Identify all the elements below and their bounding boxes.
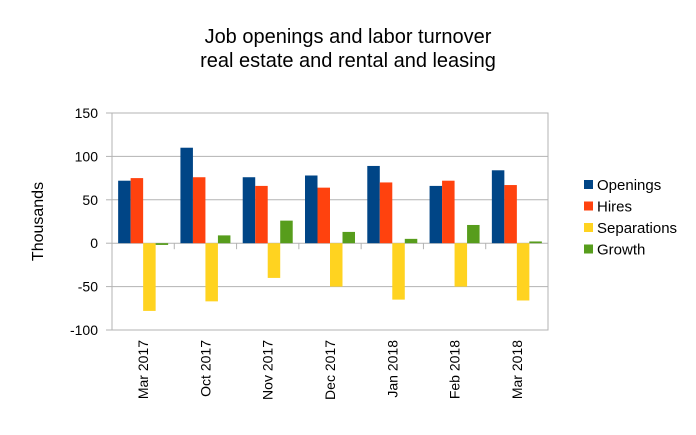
chart-title-line-2: real estate and rental and leasing	[200, 50, 496, 72]
bar-openings-0	[118, 180, 131, 244]
bar-hires-2	[255, 185, 268, 244]
plot-area-border	[111, 112, 549, 331]
bar-hires-3	[317, 187, 330, 244]
bar-openings-2	[242, 177, 256, 244]
bar-separations-3	[330, 243, 343, 287]
chart-title-line-1: Job openings and labor turnover	[204, 26, 492, 48]
bar-separations-2	[267, 243, 281, 278]
legend-label-growth: Growth	[597, 242, 645, 259]
x-tick-label: Nov 2017	[260, 340, 276, 400]
bar-growth-6	[529, 241, 542, 244]
bar-openings-6	[491, 170, 505, 244]
x-tick-label: Mar 2017	[135, 340, 151, 399]
legend-swatch-separations	[584, 223, 593, 232]
bar-separations-0	[143, 243, 156, 311]
bar-hires-4	[379, 182, 393, 244]
y-tick-label: 50	[82, 192, 98, 208]
legend-swatch-growth	[584, 244, 593, 254]
y-tick-label: 150	[75, 105, 99, 121]
y-axis-label: Thousands	[30, 182, 47, 261]
bar-growth-5	[467, 224, 480, 244]
bar-openings-5	[429, 185, 443, 244]
legend-swatch-openings	[584, 180, 593, 189]
bar-separations-6	[516, 243, 530, 301]
bar-growth-4	[404, 238, 418, 244]
legend-label-hires: Hires	[597, 199, 632, 216]
bar-growth-0	[155, 243, 169, 245]
bar-openings-4	[367, 165, 380, 244]
bar-hires-5	[442, 180, 455, 244]
y-tick-label: 100	[75, 148, 99, 164]
legend-label-separations: Separations	[597, 220, 677, 237]
y-tick-label: 0	[90, 235, 98, 251]
bar-openings-1	[180, 147, 193, 244]
y-tick-label: -50	[78, 279, 98, 295]
bar-separations-1	[205, 243, 218, 302]
x-tick-label: Dec 2017	[322, 340, 338, 400]
x-tick-label: Oct 2017	[197, 340, 213, 397]
bar-growth-2	[280, 220, 293, 244]
bar-growth-1	[217, 235, 231, 244]
bar-openings-3	[305, 175, 318, 244]
bar-hires-1	[192, 177, 206, 244]
bar-hires-6	[504, 185, 517, 244]
bar-separations-5	[454, 243, 468, 287]
y-tick-label: -100	[70, 322, 98, 338]
legend-swatch-hires	[584, 201, 593, 211]
bar-separations-4	[392, 243, 405, 300]
x-tick-label: Feb 2018	[447, 340, 463, 399]
x-tick-label: Mar 2018	[509, 340, 525, 399]
bar-hires-0	[130, 178, 144, 244]
bar-growth-3	[342, 231, 355, 244]
x-tick-label: Jan 2018	[384, 340, 400, 398]
legend-label-openings: Openings	[597, 177, 661, 194]
